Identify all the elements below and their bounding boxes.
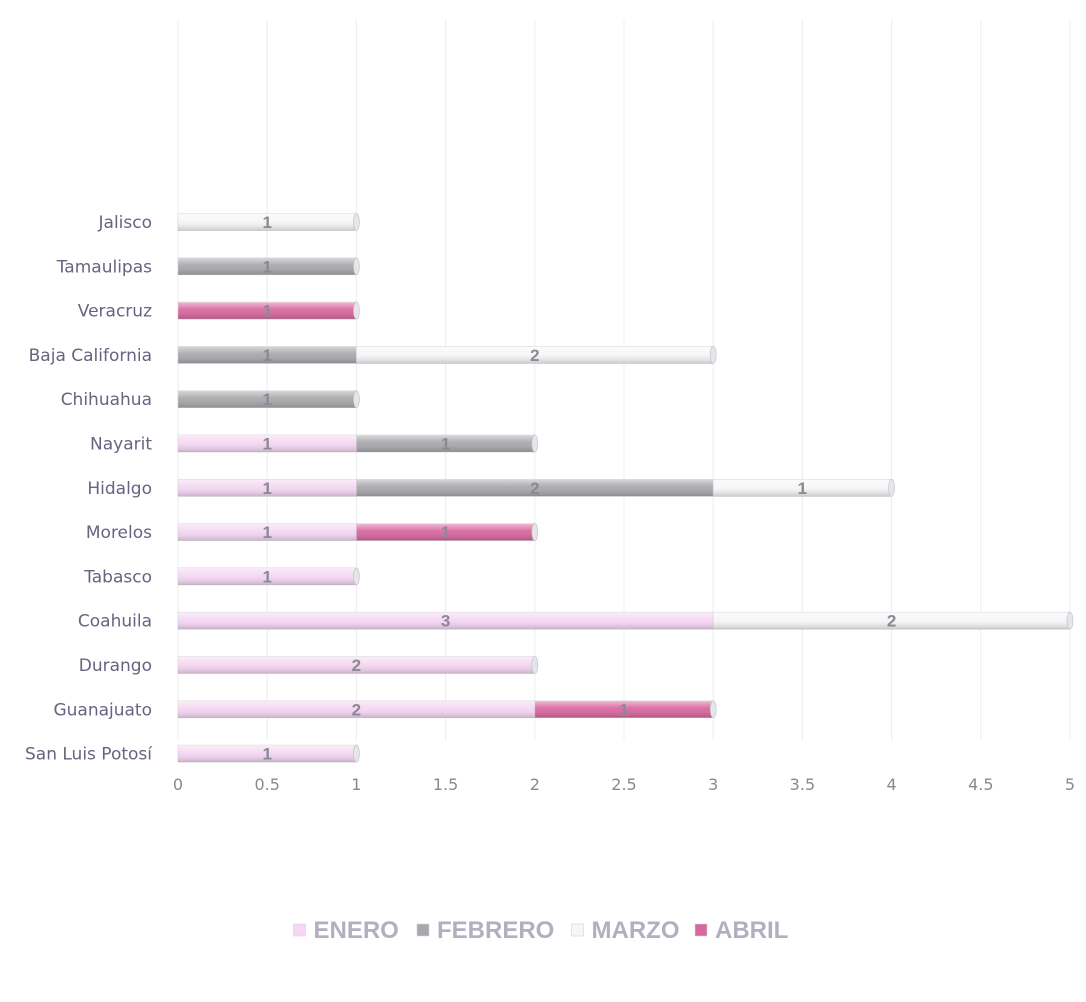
data-label-hidalgo-enero: 1: [262, 479, 271, 498]
legend-label-enero: ENERO: [314, 917, 399, 944]
data-label-tamaulipas-febrero: 1: [262, 257, 271, 276]
x-tick-label: 3: [708, 775, 718, 794]
data-label-morelos-enero: 1: [262, 523, 271, 542]
x-tick-label: 1.5: [433, 775, 458, 794]
category-label-tamaulipas: Tamaulipas: [56, 257, 152, 277]
legend-label-febrero: FEBRERO: [437, 917, 554, 944]
data-label-veracruz-abril: 1: [262, 302, 271, 321]
legend-label-abril: ABRIL: [715, 917, 788, 944]
bar-end-cap: [353, 257, 360, 276]
legend-swatch-marzo: [571, 923, 584, 937]
data-label-guanajuato-enero: 2: [352, 700, 361, 719]
bar-end-cap: [353, 567, 360, 586]
category-label-durango: Durango: [79, 656, 152, 676]
data-label-morelos-abril: 1: [441, 523, 450, 542]
data-label-chihuahua-febrero: 1: [262, 390, 271, 409]
bar-end-cap: [353, 301, 360, 320]
data-label-coahuila-enero: 3: [441, 612, 450, 631]
bars: [177, 213, 1074, 763]
data-label-san-luis-potosi-enero: 1: [262, 745, 271, 764]
data-label-tabasco-enero: 1: [262, 567, 271, 586]
data-label-jalisco-marzo: 1: [262, 213, 271, 232]
category-label-nayarit: Nayarit: [90, 435, 152, 455]
x-tick-label: 3.5: [790, 775, 815, 794]
data-label-hidalgo-febrero: 2: [530, 479, 539, 498]
bar-end-cap: [709, 346, 717, 364]
legend-swatch-febrero: [416, 923, 430, 937]
category-label-tabasco: Tabasco: [83, 567, 152, 587]
data-label-coahuila-marzo: 2: [887, 612, 896, 631]
bar-end-cap: [353, 744, 360, 763]
data-label-guanajuato-abril: 1: [619, 700, 628, 719]
value-axis-labels: 0 0.5 1 1.5 2 2.5 3 3.5 4 4.5 5: [173, 775, 1075, 794]
x-tick-label: 2.5: [611, 775, 636, 794]
data-label-durango-enero: 2: [352, 656, 361, 675]
category-label-baja-california: Baja California: [29, 346, 152, 366]
bar-end-cap: [1066, 611, 1074, 630]
bar-end-cap: [531, 656, 539, 674]
category-label-veracruz: Veracruz: [78, 302, 152, 322]
bar-end-cap: [888, 478, 895, 497]
category-label-chihuahua: Chihuahua: [61, 390, 152, 410]
legend: ENERO FEBRERO MARZO ABRIL: [293, 917, 788, 944]
category-label-morelos: Morelos: [86, 523, 152, 543]
category-label-guanajuato: Guanajuato: [53, 700, 152, 720]
legend-label-marzo: MARZO: [592, 917, 680, 944]
category-axis-labels: Jalisco Tamaulipas Veracruz Baja California…: [25, 213, 153, 765]
bar-end-cap: [709, 700, 717, 719]
x-tick-label: 0.5: [254, 775, 279, 794]
legend-swatch-abril: [694, 923, 708, 937]
x-tick-label: 2: [530, 775, 540, 794]
gridlines: [177, 20, 1071, 740]
x-tick-label: 4: [887, 775, 897, 794]
category-label-hidalgo: Hidalgo: [87, 479, 152, 499]
x-tick-label: 4.5: [968, 775, 993, 794]
category-label-coahuila: Coahuila: [78, 612, 152, 632]
x-tick-label: 5: [1065, 775, 1075, 794]
legend-swatch-enero: [293, 923, 306, 937]
category-label-san-luis-potosi: San Luis Potosí: [25, 745, 153, 765]
bar-end-cap: [353, 390, 360, 409]
data-label-nayarit-enero: 1: [262, 435, 271, 454]
x-tick-label: 0: [173, 775, 183, 794]
bar-end-cap: [531, 434, 539, 453]
bar-end-cap: [353, 213, 360, 231]
data-label-nayarit-febrero: 1: [441, 435, 450, 454]
data-labels: 1 1 1 1 2 1 1 1 1 2 1 1 1 1 3 2 2 2 1 1: [262, 213, 896, 764]
data-label-baja-california-febrero: 1: [262, 346, 271, 365]
bar-end-cap: [531, 523, 539, 541]
x-tick-label: 1: [351, 775, 361, 794]
data-label-baja-california-marzo: 2: [530, 346, 539, 365]
data-label-hidalgo-marzo: 1: [798, 479, 807, 498]
category-label-jalisco: Jalisco: [98, 213, 152, 233]
